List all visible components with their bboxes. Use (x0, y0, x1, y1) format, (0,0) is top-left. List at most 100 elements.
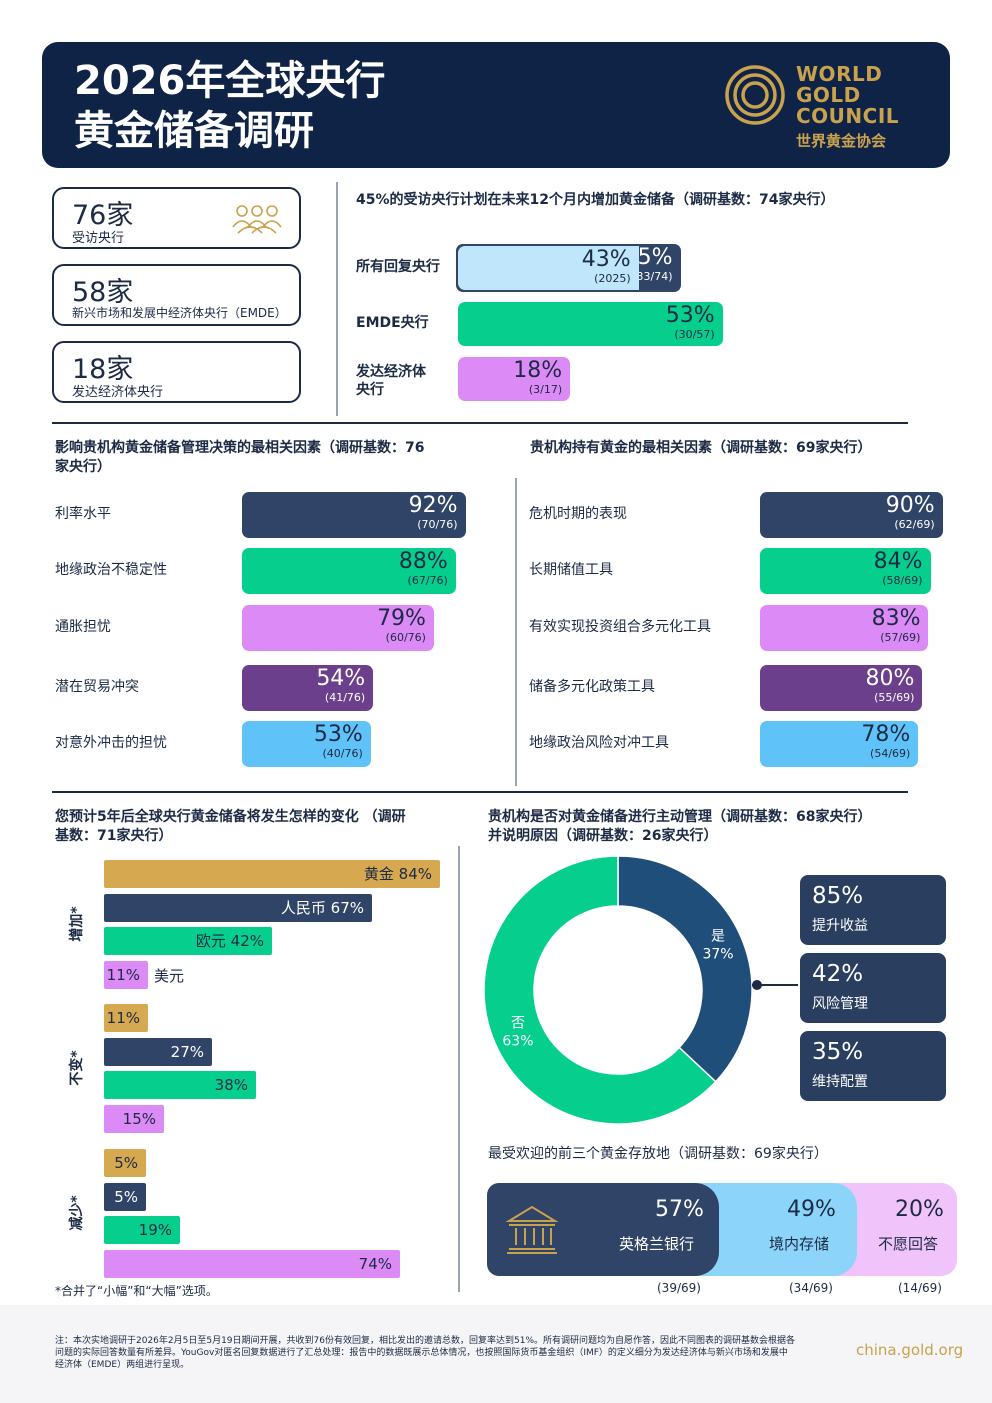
row-label: EMDE央行 (356, 315, 429, 331)
reason-box: 35% 维持配置 (800, 1031, 946, 1101)
factor-label: 地缘政治风险对冲工具 (529, 735, 669, 751)
donut-label: 63% (502, 1033, 533, 1049)
wgc-logo: WORLD GOLD COUNCIL 世界黄金协会 (724, 62, 904, 152)
bar-value-label: 92% (408, 493, 458, 518)
stat-value: 58家 (72, 277, 134, 308)
bar-value-label: 18% (513, 358, 563, 383)
divider (458, 846, 460, 1292)
factor-label: 通胀担忧 (55, 619, 111, 635)
active-donut: 是 37% 否 63% (483, 855, 753, 1125)
plan-bar-advanced: 18% (3/17) (458, 357, 571, 401)
change-bar: 15% (104, 1104, 164, 1133)
plan-bar-all-2025: 43% (2025) (458, 246, 639, 290)
bar-count-label: (67/76) (407, 574, 448, 587)
bar-count-label: (54/69) (870, 747, 911, 760)
storage-label: 英格兰银行 (619, 1235, 695, 1253)
divider (52, 422, 908, 424)
factor-bar: 80% (55/69) (760, 665, 923, 711)
storage-chart: 57% 英格兰银行 49% 境内存储 20% 不愿回答 (487, 1183, 957, 1276)
row-label: 发达经济体 央行 (356, 364, 426, 398)
storage-pct: 20% (895, 1197, 944, 1222)
factor-label: 危机时期的表现 (529, 506, 627, 522)
factor-label: 地缘政治不稳定性 (55, 562, 167, 578)
storage-sub: (14/69) (898, 1281, 942, 1295)
change-bar: 11% (104, 960, 148, 989)
change-bar: 5% (104, 1149, 146, 1177)
factor-bar: 78% (54/69) (760, 721, 919, 767)
footnote: 注：本次实地调研于2026年2月5日至5月19日期间开展，共收到76份有效回复，… (55, 1336, 795, 1370)
change-bar: 74% (104, 1249, 400, 1278)
change-group-label: 减少* (69, 1195, 85, 1231)
header-banner: 2026年全球央行 黄金储备调研 WORLD GOLD COUNCIL 世界黄金… (42, 42, 950, 168)
bar-value-label: 90% (885, 493, 935, 518)
people-icon (232, 205, 282, 234)
bar-value-label: 43% (581, 247, 631, 272)
bar-count-label: (62/69) (894, 518, 935, 531)
factor-bar: 83% (57/69) (760, 605, 929, 651)
stat-label: 发达经济体央行 (72, 385, 164, 400)
bar-count-label: (2025) (594, 272, 631, 285)
bar-count-label: (55/69) (874, 691, 915, 704)
change-bar-name: 美元 (154, 966, 185, 985)
change-bar: 黄金 84% (104, 860, 440, 888)
bank-building-icon (505, 1205, 559, 1254)
factor-label: 长期储值工具 (529, 562, 613, 578)
chart-title-active: 贵机构是否对黄金储备进行主动管理（调研基数：68家央行） 并说明原因（调研基数：2… (488, 809, 872, 844)
storage-sub: (39/69) (657, 1281, 701, 1295)
change-group-label: 增加* (69, 906, 85, 942)
factor-label: 储备多元化政策工具 (529, 679, 655, 695)
bar-count-label: (33/74) (632, 270, 673, 283)
change-bar: 欧元 42% (104, 927, 272, 955)
bar-count-label: (40/76) (322, 747, 363, 760)
change-bar: 27% (104, 1037, 212, 1066)
chart-title-storage: 最受欢迎的前三个黄金存放地（调研基数：69家央行） (488, 1146, 828, 1162)
factor-bar: 92% (70/76) (242, 492, 466, 538)
factor-bar: 79% (60/76) (242, 605, 434, 651)
donut-label: 37% (702, 947, 733, 963)
storage-label: 不愿回答 (878, 1235, 939, 1253)
logo-wordmark: WORLD GOLD COUNCIL (796, 62, 900, 128)
change-note: *合并了“小幅”和“大幅”选项。 (55, 1284, 218, 1298)
donut-label: 是 (711, 929, 725, 945)
bar-count-label: (58/69) (882, 574, 923, 587)
factor-label: 有效实现投资组合多元化工具 (529, 619, 711, 635)
stat-value: 18家 (72, 354, 134, 385)
website-link[interactable]: china.gold.org (856, 1341, 964, 1359)
factor-bar: 53% (40/76) (242, 721, 371, 767)
storage-label: 境内存储 (769, 1235, 830, 1253)
bar-value-label: 78% (861, 722, 911, 747)
factor-label: 利率水平 (55, 506, 111, 522)
change-bar: 19% (104, 1216, 180, 1244)
stat-label: 受访央行 (72, 231, 125, 246)
factor-bar: 90% (62/69) (760, 492, 943, 538)
change-bar: 人民币 67% (104, 893, 372, 922)
divider (52, 791, 908, 793)
storage-sub: (34/69) (789, 1281, 833, 1295)
bar-count-label: (70/76) (417, 518, 458, 531)
bar-value-label: 53% (665, 303, 715, 328)
bar-count-label: (41/76) (324, 691, 366, 704)
donut-slice-yes (617, 855, 753, 1083)
bar-value-label: 79% (377, 606, 426, 631)
divider (515, 478, 517, 786)
page-title: 2026年全球央行 黄金储备调研 (74, 58, 386, 154)
bar-count-label: (60/76) (385, 631, 426, 644)
plan-bar-emde: 53% (30/57) (458, 302, 723, 346)
bar-value-label: 84% (873, 549, 923, 574)
factor-bar: 54% (41/76) (242, 665, 374, 711)
storage-pct: 57% (655, 1197, 704, 1222)
footer-band (0, 1305, 992, 1403)
factor-label: 对意外冲击的担忧 (55, 735, 167, 751)
bar-value-label: 83% (871, 606, 921, 631)
reason-box: 42% 风险管理 (800, 953, 946, 1023)
gold-rings-icon (725, 65, 785, 125)
logo-cn: 世界黄金协会 (796, 132, 887, 150)
donut-label: 否 (511, 1015, 525, 1031)
bar-count-label: (3/17) (528, 383, 563, 396)
divider (336, 182, 338, 416)
row-label: 所有回复央行 (356, 259, 440, 275)
bar-count-label: (30/57) (674, 328, 715, 341)
change-bar: 38% (104, 1071, 256, 1099)
chart-title-plan: 45%的受访央行计划在未来12个月内增加黄金储备（调研基数：74家央行） (356, 192, 835, 208)
stat-box-advanced: 18家 发达经济体央行 (52, 341, 301, 403)
